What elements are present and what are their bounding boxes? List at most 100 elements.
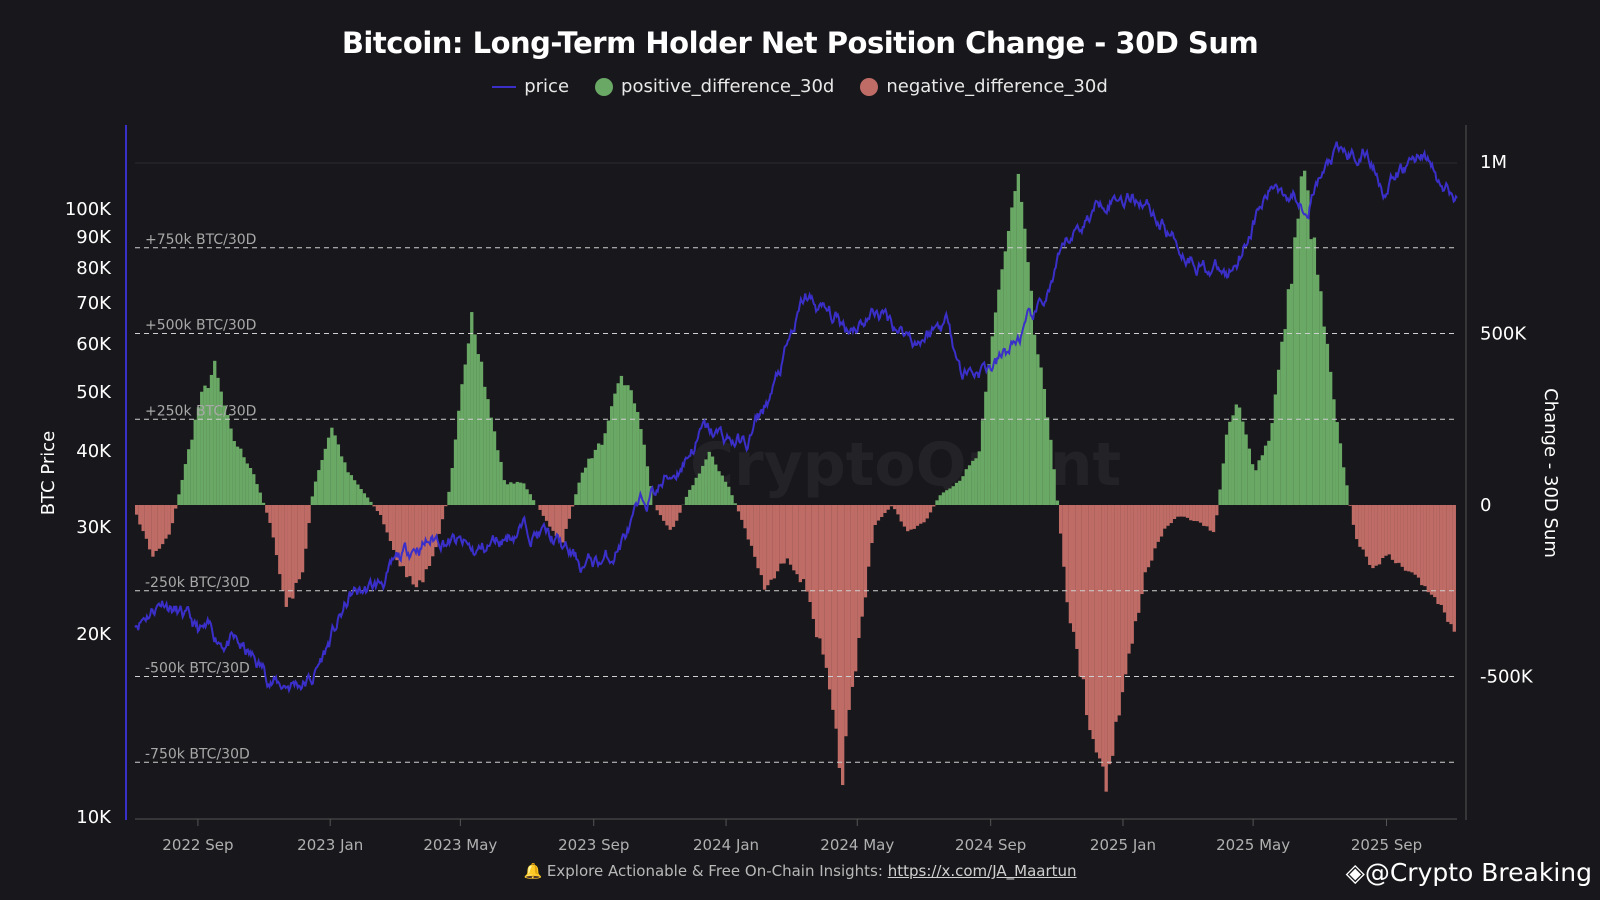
positive-bar <box>694 477 698 505</box>
negative-bar <box>1198 505 1203 523</box>
negative-bar <box>847 505 851 710</box>
positive-bar <box>583 467 588 505</box>
reference-line-label: +250k BTC/30D <box>145 403 256 419</box>
positive-bar <box>333 435 337 505</box>
footer-link[interactable]: https://x.com/JA_Maartun <box>887 862 1077 880</box>
negative-bar <box>1192 505 1196 522</box>
x-tick-label: 2023 Jan <box>297 836 363 854</box>
legend-item-negative[interactable]: negative_difference_30d <box>860 76 1108 97</box>
negative-bar <box>831 505 835 710</box>
negative-bar <box>300 505 305 573</box>
positive-bar <box>1280 341 1284 505</box>
positive-bar <box>701 465 705 505</box>
y-left-tick-label: 20K <box>76 624 112 645</box>
negative-bar <box>769 505 773 580</box>
positive-bar <box>1312 237 1317 506</box>
positive-bar <box>707 451 711 505</box>
positive-bar <box>574 494 578 505</box>
positive-bar <box>704 459 708 505</box>
negative-bar <box>1133 505 1138 622</box>
negative-bar <box>798 505 803 583</box>
negative-bar <box>164 505 168 539</box>
negative-bar <box>307 505 311 524</box>
negative-bar <box>411 505 415 585</box>
negative-bar <box>1179 505 1183 517</box>
positive-bar <box>1023 228 1027 505</box>
negative-bar <box>427 505 432 566</box>
negative-bar <box>1387 505 1391 555</box>
negative-bar <box>818 505 822 639</box>
positive-bar <box>261 502 266 505</box>
positive-bar <box>613 393 617 505</box>
positive-bar <box>463 364 467 505</box>
negative-bar <box>291 505 295 599</box>
negative-bar <box>1397 505 1401 563</box>
y-left-label: BTC Price <box>38 431 59 516</box>
negative-bar <box>880 505 884 517</box>
x-tick-label: 2025 Jan <box>1090 836 1156 854</box>
negative-bar <box>1140 505 1144 595</box>
negative-bar <box>886 505 890 510</box>
negative-bar <box>135 505 139 515</box>
negative-bar <box>1137 505 1141 613</box>
positive-bar <box>1228 421 1232 505</box>
negative-bar <box>1413 505 1417 575</box>
negative-bar <box>557 505 562 542</box>
y-left-tick-label: 80K <box>76 258 112 279</box>
positive-bar <box>499 461 503 505</box>
negative-bar <box>932 505 936 507</box>
negative-bar <box>161 505 165 545</box>
negative-bar <box>548 505 552 527</box>
negative-bar <box>1390 505 1395 560</box>
negative-bar <box>405 505 409 578</box>
negative-bar <box>827 505 832 690</box>
negative-bar <box>141 505 145 532</box>
negative-bar <box>1172 505 1177 520</box>
negative-bar <box>844 505 848 737</box>
positive-bar <box>1276 369 1281 505</box>
negative-bar <box>1065 505 1069 603</box>
positive-bar <box>1039 367 1043 505</box>
positive-bar <box>593 449 598 505</box>
positive-bar <box>684 496 689 505</box>
negative-bar <box>284 505 288 607</box>
positive-bar <box>1049 439 1053 505</box>
negative-bar <box>772 505 776 579</box>
positive-bar <box>326 437 331 505</box>
negative-bar <box>1072 505 1076 632</box>
negative-bar <box>1120 505 1125 693</box>
positive-bar <box>984 391 988 505</box>
negative-bar <box>675 505 679 521</box>
positive-swatch <box>595 77 614 96</box>
positive-bar <box>1345 485 1349 505</box>
positive-bar <box>183 464 188 505</box>
reference-line-label: -500k BTC/30D <box>145 661 250 677</box>
legend-item-positive[interactable]: positive_difference_30d <box>595 76 834 97</box>
positive-bar <box>1000 269 1004 505</box>
legend-item-price[interactable]: price <box>492 76 569 97</box>
negative-bar <box>893 505 897 510</box>
positive-bar <box>1006 230 1011 505</box>
positive-bar <box>1289 283 1294 505</box>
negative-bar <box>899 505 903 522</box>
positive-bar <box>1052 469 1056 505</box>
y-left-tick-label: 30K <box>76 517 112 538</box>
positive-bar <box>717 471 721 505</box>
negative-bar <box>1452 505 1456 632</box>
positive-bar <box>688 489 692 505</box>
reference-line-label: +750k BTC/30D <box>145 232 256 248</box>
positive-bar <box>977 451 981 505</box>
negative-bar <box>1377 505 1382 565</box>
positive-bar <box>714 464 718 505</box>
negative-bar <box>1358 505 1362 547</box>
negative-bar <box>554 505 558 537</box>
positive-bar <box>945 490 949 505</box>
negative-bar <box>775 505 780 572</box>
negative-bar <box>1355 505 1359 540</box>
footer: 🔔 Explore Actionable & Free On-Chain Ins… <box>0 862 1600 880</box>
positive-bar <box>492 431 497 505</box>
positive-bar <box>365 497 370 505</box>
positive-bar <box>730 495 734 505</box>
negative-bar <box>167 505 171 535</box>
positive-bar <box>200 391 204 505</box>
